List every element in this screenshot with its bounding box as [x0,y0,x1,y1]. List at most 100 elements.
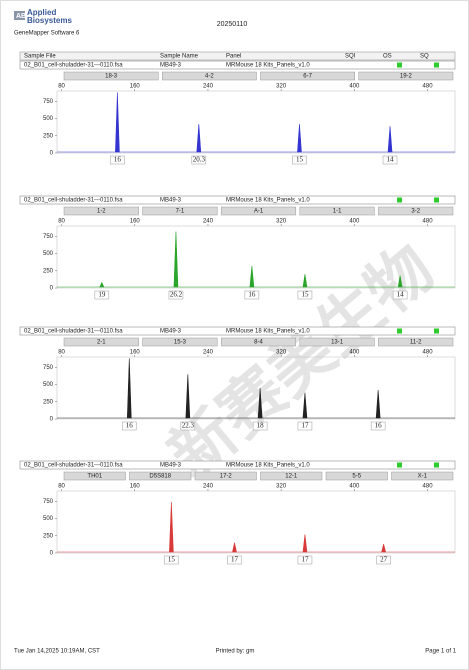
allele-box [164,555,179,565]
marker-label: 13-1 [331,340,344,346]
x-tick-label: 400 [349,484,360,490]
marker-label: TH01 [87,474,102,480]
peak [185,374,191,419]
allele-box [376,555,391,565]
sample-name: MB49-3 [160,463,182,469]
marker-box [220,337,297,347]
peak [297,124,302,153]
peak [169,502,174,553]
quality-flag [434,197,439,203]
quality-flag [434,462,439,468]
x-tick-label: 80 [58,484,65,490]
marker-label: 7-1 [176,209,185,215]
allele-label: 17 [301,422,309,430]
sample-header-bar [19,326,456,336]
marker-label: 8-4 [254,340,263,346]
marker-box [220,206,297,216]
peak [126,358,132,419]
allele-label: 18 [257,422,265,430]
allele-label: 16 [126,422,134,430]
allele-box [244,290,260,300]
marker-box [162,71,257,81]
report-date: 20250110 [217,21,248,28]
x-tick-label: 160 [130,350,141,356]
marker-label: 1-1 [333,209,342,215]
marker-label: 3-2 [411,209,420,215]
allele-label: 16 [114,156,122,164]
y-tick-label: 750 [43,99,54,105]
sample-header-bar [19,60,456,70]
column-header-bar [19,51,456,61]
x-tick-label: 80 [58,350,65,356]
y-tick-label: 250 [43,533,54,539]
x-tick-label: 160 [130,219,141,225]
sample-header-bar [19,195,456,205]
plot-area [56,490,456,554]
peak [232,542,237,553]
allele-box [252,421,268,431]
x-tick-label: 480 [423,84,434,90]
panel-name: MRMouse 18 Kits_Panels_v1.0 [226,198,310,204]
allele-label: 16 [248,291,256,299]
peak [115,92,120,153]
allele-label: 14 [397,291,405,299]
marker-box [142,206,218,216]
marker-label: 12-1 [285,474,298,480]
peak [302,392,308,419]
marker-label: 5-5 [352,474,361,480]
x-tick-label: 320 [276,219,287,225]
allele-box [94,290,110,300]
x-tick-label: 480 [423,350,434,356]
allele-label: 15 [296,156,304,164]
allele-box [297,555,313,565]
x-tick-label: 160 [130,84,141,90]
marker-box [63,471,126,481]
marker-box [142,337,218,347]
panel-name: MRMouse 18 Kits_Panels_v1.0 [226,329,310,335]
quality-flag [397,197,402,203]
y-tick-label: 500 [43,382,54,388]
x-tick-label: 320 [276,484,287,490]
allele-box [382,155,398,165]
quality-flag [397,328,402,334]
marker-label: 2-1 [97,340,106,346]
allele-label: 20.3 [193,156,206,164]
quality-flag [434,62,439,68]
allele-box [168,290,184,300]
peak [173,231,179,288]
allele-box [297,290,313,300]
x-tick-label: 80 [58,219,65,225]
allele-label: 14 [387,156,395,164]
marker-label: X-1 [418,474,428,480]
peak [249,265,255,288]
allele-box [392,290,408,300]
sample-header-bar [19,460,456,470]
panel-name: MRMouse 18 Kits_Panels_v1.0 [226,463,310,469]
sample-file: 02_B01_cell-shuladder-31---0110.fsa [24,63,123,69]
x-tick-label: 400 [349,350,360,356]
x-tick-label: 320 [276,350,287,356]
y-tick-label: 250 [43,133,54,139]
allele-label: 17 [301,556,309,564]
marker-label: 4-2 [205,74,214,80]
y-tick-label: 0 [50,286,54,292]
marker-box [63,206,139,216]
x-tick-label: 80 [58,84,65,90]
sample-file: 02_B01_cell-shuladder-31---0110.fsa [24,198,123,204]
marker-box [358,71,454,81]
allele-box [122,421,137,431]
brand-line1: Applied [27,8,56,17]
column-header: Sample File [24,54,56,60]
marker-label: 19-2 [400,74,413,80]
marker-box [260,71,355,81]
marker-box [325,471,388,481]
quality-flag [434,328,439,334]
x-tick-label: 400 [349,84,360,90]
marker-label: 11-2 [410,340,422,346]
allele-box [292,155,307,165]
software-name: GeneMapper Software 6 [14,31,80,37]
marker-box [63,337,139,347]
plot-area [56,225,456,289]
brand-line2: Biosystems [27,16,72,25]
x-tick-label: 400 [349,219,360,225]
